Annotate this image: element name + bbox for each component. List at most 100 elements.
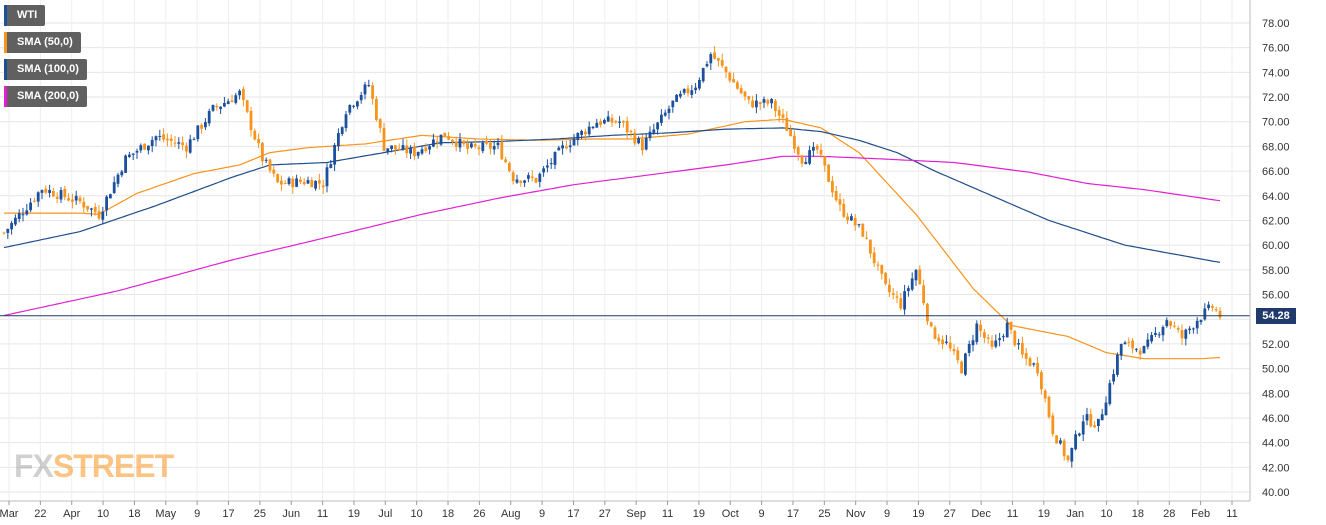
candle-body: [876, 264, 880, 266]
candle-body: [546, 165, 549, 168]
legend-item-sma100[interactable]: SMA (100,0): [4, 59, 87, 80]
x-tick-label: Apr: [63, 508, 80, 520]
candle-body: [329, 164, 333, 168]
candle-body: [785, 117, 789, 131]
candle-body: [1005, 322, 1009, 338]
candle-body: [33, 200, 36, 202]
candle-body: [1173, 325, 1176, 327]
legend-label: SMA (50,0): [17, 36, 73, 48]
candle-body: [884, 272, 887, 284]
candle-body: [888, 284, 891, 293]
y-tick-label: 78.00: [1262, 18, 1290, 30]
x-tick-label: May: [155, 508, 176, 520]
fxstreet-watermark: FXSTREET: [14, 448, 174, 484]
candle-body: [690, 90, 694, 95]
candle-body: [1207, 304, 1210, 308]
candle-body: [599, 121, 602, 125]
candle-body: [105, 196, 108, 211]
x-tick-label: Nov: [846, 508, 866, 520]
candle-body: [48, 189, 51, 194]
candle-body: [166, 138, 169, 141]
candle-body: [1062, 440, 1066, 457]
x-tick-label: 11: [1226, 508, 1237, 520]
candle-body: [1051, 415, 1055, 435]
candle-body: [922, 285, 925, 304]
candle-body: [1169, 321, 1172, 326]
legend-swatch: [4, 5, 7, 26]
candle-body: [169, 138, 173, 141]
candle-body: [538, 173, 542, 182]
candle-body: [1135, 348, 1138, 350]
candle-body: [401, 145, 405, 150]
sma-line-sma-50-0-: [4, 118, 1221, 360]
candle-body: [462, 140, 466, 145]
x-tick-label: 18: [1132, 508, 1144, 520]
candle-body: [1218, 310, 1222, 318]
candle-body: [439, 134, 443, 145]
candle-body: [967, 344, 971, 353]
y-tick-label: 60.00: [1262, 240, 1290, 252]
candle-body: [211, 105, 215, 111]
legend-label: SMA (200,0): [17, 90, 79, 102]
candle-body: [386, 148, 390, 152]
candle-body: [994, 340, 998, 347]
candle-body: [1024, 352, 1028, 359]
candle-body: [990, 340, 994, 347]
candle-body: [1055, 435, 1058, 444]
candle-body: [679, 93, 682, 97]
candle-body: [1043, 390, 1047, 399]
legend-label: WTI: [17, 9, 38, 21]
candle-body: [1028, 358, 1032, 366]
candle-body: [1214, 309, 1218, 311]
candle-body: [899, 298, 903, 309]
candle-body: [1074, 434, 1077, 450]
candle-body: [937, 337, 941, 342]
candle-body: [1150, 334, 1153, 342]
candle-body: [424, 147, 428, 152]
candle-body: [207, 111, 211, 124]
candle-body: [63, 188, 67, 198]
candle-body: [553, 152, 557, 165]
candle-body: [1059, 440, 1062, 444]
candle-body: [196, 125, 200, 140]
candle-body: [219, 106, 222, 110]
candle-body: [416, 151, 420, 156]
candle-body: [823, 156, 827, 166]
candle-body: [1017, 343, 1020, 345]
candle-body: [443, 132, 447, 137]
candle-body: [242, 89, 245, 100]
candle-body: [1081, 421, 1085, 435]
candle-body: [504, 159, 507, 163]
candle-body: [344, 114, 348, 129]
candle-body: [447, 136, 450, 140]
candle-body: [74, 195, 78, 201]
legend-item-wti[interactable]: WTI: [4, 5, 46, 26]
candle-body: [975, 323, 979, 343]
y-tick-label: 56.00: [1262, 290, 1290, 302]
candle-body: [986, 337, 990, 339]
legend-item-sma200[interactable]: SMA (200,0): [4, 86, 87, 107]
candle-body: [90, 208, 93, 210]
candle-body: [394, 145, 397, 150]
candle-body: [500, 141, 504, 160]
candle-body: [614, 121, 618, 123]
candle-body: [637, 138, 640, 144]
candle-body: [128, 154, 131, 158]
candle-body: [280, 180, 283, 185]
candle-body: [941, 339, 944, 345]
candle-body: [595, 122, 599, 128]
candle-body: [154, 136, 158, 141]
x-tick-label: 17: [567, 508, 579, 520]
legend-swatch: [4, 32, 7, 53]
candle-body: [413, 146, 416, 157]
candle-body: [40, 190, 44, 193]
legend-item-sma50[interactable]: SMA (50,0): [4, 32, 81, 53]
candle-body: [1040, 372, 1043, 390]
candle-body: [1211, 306, 1214, 308]
candle-body: [732, 79, 735, 83]
candle-body: [150, 139, 154, 147]
x-tick-label: 17: [222, 508, 234, 520]
y-tick-label: 40.00: [1262, 487, 1290, 499]
candle-body: [1184, 329, 1188, 339]
candle-body: [534, 177, 538, 183]
